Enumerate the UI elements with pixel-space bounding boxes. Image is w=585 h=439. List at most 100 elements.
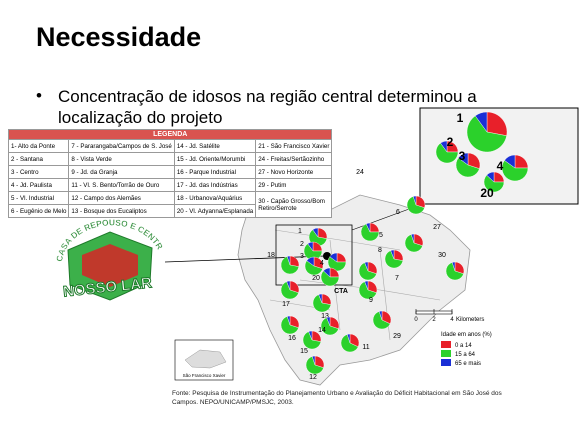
district-label: 2 xyxy=(300,241,304,248)
district-label: 1 xyxy=(298,228,302,235)
pie-slice xyxy=(410,233,415,244)
district-label: 6 xyxy=(396,209,400,216)
legend-row: 1- Alto da Ponte 7 - Pararangaba/Campos d… xyxy=(7,139,333,153)
legend-row: 5 - Vl. Industrial 12 - Campo dos Alemães… xyxy=(7,191,333,218)
district-label: 17 xyxy=(282,301,290,308)
pie-slice xyxy=(358,262,377,281)
pie-slice xyxy=(486,111,508,136)
legend-cell: 9 - Jd. da Granja xyxy=(68,165,175,179)
pie-slice xyxy=(308,330,313,341)
small-inset-area xyxy=(184,349,227,369)
legend-cell: 13 - Bosque dos Eucaliptos xyxy=(68,204,175,218)
legend-cell: 1- Alto da Ponte xyxy=(7,139,70,153)
age-legend-label: 0 a 14 xyxy=(455,343,472,349)
pie-slice xyxy=(483,174,505,193)
pie-slice xyxy=(474,111,488,133)
pie-slice xyxy=(501,160,529,182)
district-label: 4 xyxy=(320,260,324,267)
pie-slice xyxy=(445,262,464,281)
legend-cell: 3 - Centro xyxy=(7,165,70,179)
zoom-box xyxy=(275,224,353,286)
pie-slice xyxy=(458,152,469,166)
source-note: Fonte: Pesquisa de Instrumentação do Pla… xyxy=(172,390,502,406)
center-label: CTA xyxy=(334,288,348,295)
pie-slice xyxy=(378,310,383,321)
pie-slice xyxy=(404,234,423,253)
legend-header: LEGENDA xyxy=(7,129,333,140)
age-legend-label: 65 e mais xyxy=(455,361,481,367)
pie-slice xyxy=(466,115,507,153)
pie-slice xyxy=(390,249,395,260)
pie-slice xyxy=(451,261,456,272)
scale-unit: Kilometers xyxy=(456,317,484,323)
pie-slice xyxy=(365,222,371,233)
pie-slice xyxy=(412,195,417,206)
legend-cell: 5 - Vl. Industrial xyxy=(7,191,70,205)
pie-slice xyxy=(326,316,331,327)
legend-row: 2 - Santana 8 - Vista Verde 15 - Jd. Orien… xyxy=(7,152,333,166)
legend-header-row: LEGENDA xyxy=(7,129,333,140)
legend-cell: 29 - Putim xyxy=(255,178,333,192)
pie-slice xyxy=(323,267,331,278)
pie-slice xyxy=(358,281,377,300)
district-label: 7 xyxy=(395,275,399,282)
legend-row: 4 - Jd. Paulista 11 - Vl. S. Bento/Torrão… xyxy=(7,178,333,192)
legend-cell: 12 - Campo dos Alemães xyxy=(68,191,175,205)
legend-cell: 8 - Vista Verde xyxy=(68,152,175,166)
legend-row: 3 - Centro 9 - Jd. da Granja 16 - Parque I… xyxy=(7,165,333,179)
pie-slice xyxy=(312,294,332,313)
legend-cell: 24 - Freitas/Sertãozinho xyxy=(255,152,333,166)
district-label: 9 xyxy=(369,297,373,304)
district-label: 20 xyxy=(312,275,320,282)
inset-district-label: 2 xyxy=(447,135,454,149)
scale-label: 2 xyxy=(432,317,436,323)
district-label: 12 xyxy=(309,374,317,381)
pie-slice xyxy=(364,261,369,272)
legend-cell: 4 - Jd. Paulista xyxy=(7,178,70,192)
district-label: 5 xyxy=(379,232,383,239)
legend-table: LEGENDA 1- Alto da Ponte 7 - Pararangaba/C… xyxy=(7,129,333,218)
legend-cell: 20 - Vl. Adyanna/Esplanada xyxy=(173,204,257,218)
age-legend-swatch xyxy=(441,359,451,366)
pie-slice xyxy=(280,256,300,275)
pie-slice xyxy=(286,280,291,291)
legend-cell: 2 - Santana xyxy=(7,152,70,166)
inset-district-label: 20 xyxy=(480,186,494,200)
pie-slice xyxy=(486,171,495,183)
legend-cell: 6 - Eugênio de Melo xyxy=(7,204,70,218)
bullet-text: Concentração de idosos na região central… xyxy=(58,87,477,127)
district-label: 8 xyxy=(378,247,382,254)
legend-cell: 18 - Urbanova/Aquárius xyxy=(173,191,257,205)
pie-slice xyxy=(455,157,480,178)
pie-slice xyxy=(318,293,323,304)
pie-slice xyxy=(312,227,319,238)
legend-cell: 17 - Jd. das Indústrias xyxy=(173,178,257,192)
district-label: 13 xyxy=(321,313,329,320)
age-legend-swatch xyxy=(441,341,451,348)
legend-cell: 16 - Parque Industrial xyxy=(173,165,257,179)
age-legend-swatch xyxy=(441,350,451,357)
pie-slice xyxy=(311,355,316,366)
legend-row: 6 - Eugênio de Melo 13 - Bosque dos Eucal… xyxy=(7,204,332,218)
slide-title: Necessidade xyxy=(36,22,202,52)
district-label: 27 xyxy=(433,224,441,231)
legend-cell: 27 - Novo Horizonte xyxy=(255,165,333,179)
pie-slice xyxy=(304,260,323,276)
pie-slice xyxy=(340,334,359,353)
district-label: 24 xyxy=(356,169,364,176)
district-label: 30 xyxy=(438,252,446,259)
pointer-line xyxy=(164,255,326,263)
pie-slice xyxy=(286,315,291,326)
district-label: 11 xyxy=(362,344,369,351)
pie-slice xyxy=(440,140,448,153)
legend-cell: 15 - Jd. Oriente/Morumbi xyxy=(173,152,257,166)
legend-cell: 14 - Jd. Satélite xyxy=(173,139,257,153)
scale-label: 4 xyxy=(450,317,454,323)
age-legend-title: Idade em anos (%) xyxy=(441,332,492,338)
pie-slice xyxy=(302,331,322,350)
pie-slice xyxy=(307,241,314,252)
inset-district-label: 4 xyxy=(497,159,504,173)
pie-slice xyxy=(329,252,338,263)
pie-slice xyxy=(372,311,391,330)
